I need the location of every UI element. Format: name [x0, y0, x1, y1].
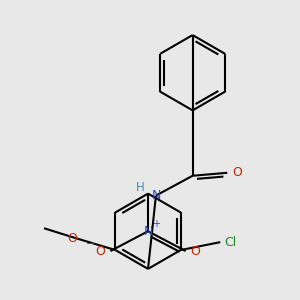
Text: +: + [152, 219, 160, 229]
Text: −: − [86, 239, 95, 249]
Text: O: O [95, 244, 105, 258]
Text: N: N [151, 189, 160, 202]
Text: N: N [143, 225, 153, 238]
Text: H: H [136, 181, 145, 194]
Text: O: O [190, 244, 200, 258]
Text: O: O [67, 232, 77, 245]
Text: Cl: Cl [224, 236, 236, 249]
Text: O: O [232, 166, 242, 179]
